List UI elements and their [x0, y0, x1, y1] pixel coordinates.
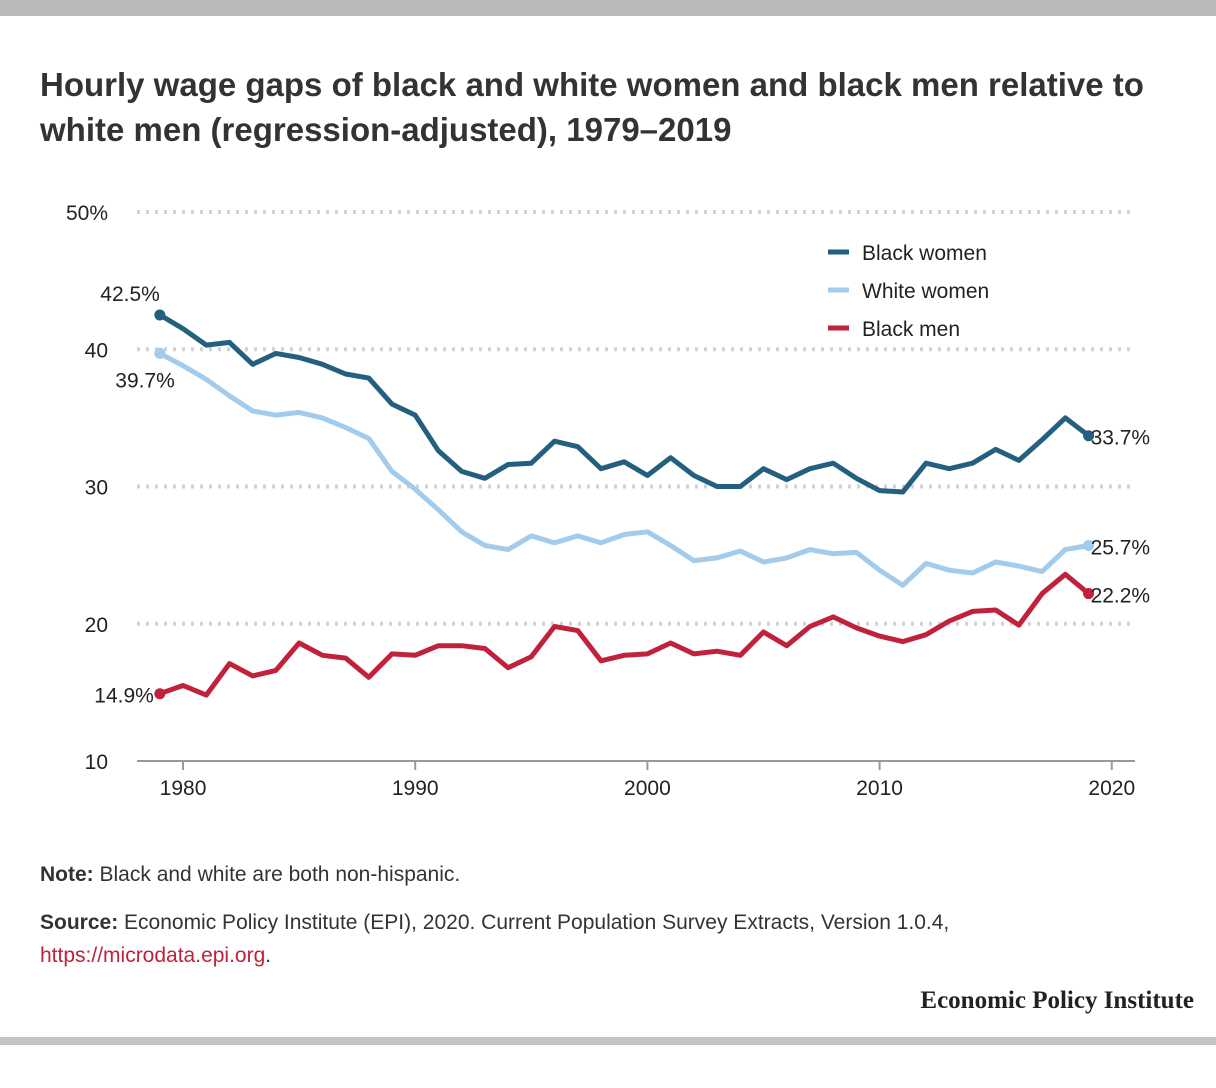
y-tick-label-40: 40 — [85, 339, 108, 362]
source-label: Source: — [40, 911, 119, 934]
legend-label-black-men: Black men — [862, 318, 960, 341]
start-point-black-men — [154, 688, 166, 700]
end-label-white-women: 25.7% — [1091, 537, 1151, 560]
x-axis: 1980 1990 2000 2010 2020 — [137, 760, 1135, 800]
source-text: Economic Policy Institute (EPI), 2020. C… — [118, 911, 950, 934]
end-point-white-women — [1083, 540, 1095, 552]
chart-title: Hourly wage gaps of black and white wome… — [40, 66, 1144, 148]
legend: Black women White women Black men — [828, 242, 989, 341]
top-border — [0, 0, 1216, 16]
x-tick-label-2020: 2020 — [1088, 777, 1135, 800]
series-lines — [154, 309, 1095, 700]
line-chart: 10 20 30 40 50% 1980 1990 2000 2010 2020 42.5% 33… — [66, 202, 1150, 800]
bottom-border — [0, 1037, 1216, 1045]
y-tick-label-50: 50% — [66, 202, 108, 225]
data-labels: 42.5% 33.7% 39.7% 25.7% 14.9% 22.2% — [94, 283, 1150, 708]
gridlines — [137, 210, 1135, 626]
end-point-black-women — [1083, 430, 1095, 442]
y-axis: 10 20 30 40 50% — [66, 202, 108, 774]
y-tick-label-10: 10 — [85, 751, 108, 774]
start-label-black-women: 42.5% — [100, 283, 160, 306]
note-label: Note: — [40, 863, 94, 886]
series-line-black-women — [157, 312, 1092, 495]
x-tick-label-1980: 1980 — [160, 777, 207, 800]
start-label-white-women: 39.7% — [115, 369, 175, 392]
source-suffix: . — [265, 944, 272, 967]
legend-label-white-women: White women — [862, 280, 989, 303]
end-point-black-men — [1083, 588, 1095, 600]
series-line-white-women — [157, 350, 1092, 588]
source-link[interactable]: https://microdata.epi.org — [40, 944, 266, 967]
note-text: Black and white are both non-hispanic. — [93, 863, 461, 886]
y-tick-label-20: 20 — [85, 614, 108, 637]
end-label-black-men: 22.2% — [1091, 585, 1151, 608]
x-tick-label-2010: 2010 — [856, 777, 903, 800]
start-point-black-women — [154, 309, 166, 321]
start-label-black-men: 14.9% — [94, 685, 154, 708]
chart-note: Note: Black and white are both non-hispa… — [40, 858, 1180, 891]
chart-source: Source: Economic Policy Institute (EPI),… — [40, 906, 1180, 972]
x-tick-label-1990: 1990 — [392, 777, 439, 800]
series-line-black-men — [157, 571, 1092, 698]
start-point-white-women — [154, 347, 166, 359]
end-label-black-women: 33.7% — [1091, 427, 1151, 450]
x-tick-label-2000: 2000 — [624, 777, 671, 800]
y-tick-label-30: 30 — [85, 477, 108, 500]
legend-label-black-women: Black women — [862, 242, 987, 265]
brand-logo-text: Economic Policy Institute — [920, 987, 1194, 1014]
